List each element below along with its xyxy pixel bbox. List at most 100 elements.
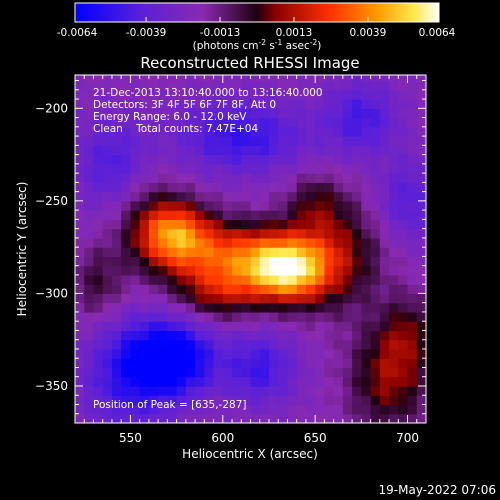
heatmap-cell	[305, 191, 316, 202]
heatmap-cell	[222, 311, 233, 322]
heatmap-cell	[195, 75, 205, 82]
heatmap-cell	[342, 284, 353, 295]
heatmap-cell	[185, 413, 196, 423]
heatmap-cell	[176, 219, 187, 230]
heatmap-cell	[176, 182, 187, 193]
heatmap-cell	[130, 219, 141, 230]
heatmap-cell	[398, 99, 409, 109]
heatmap-cell	[111, 367, 122, 378]
heatmap-cell	[84, 99, 95, 109]
heatmap-cell	[158, 376, 168, 387]
heatmap-cell	[407, 395, 418, 406]
heatmap-cell	[416, 200, 426, 211]
heatmap-cell	[342, 256, 353, 267]
heatmap-cell	[259, 256, 270, 267]
heatmap-cell	[268, 126, 279, 137]
heatmap-cell	[287, 173, 298, 183]
heatmap-cell	[185, 228, 196, 239]
heatmap-cell	[158, 311, 168, 322]
heatmap-cell	[139, 265, 150, 276]
heatmap-cell	[389, 404, 399, 415]
heatmap-cell	[185, 136, 196, 146]
heatmap-cell	[241, 395, 252, 406]
heatmap-cell	[213, 339, 224, 350]
heatmap-cell	[389, 154, 399, 165]
heatmap-cell	[379, 348, 390, 359]
heatmap-cell	[305, 376, 316, 387]
heatmap-cell	[139, 173, 150, 183]
heatmap-cell	[158, 75, 168, 82]
heatmap-cell	[370, 358, 381, 369]
heatmap-cell	[84, 200, 95, 211]
heatmap-cell	[185, 376, 196, 387]
heatmap-cell	[93, 237, 104, 248]
heatmap-cell	[250, 237, 261, 248]
heatmap-cell	[102, 404, 113, 415]
heatmap-cell	[195, 358, 205, 369]
heatmap-cell	[185, 173, 196, 183]
heatmap-cell	[379, 182, 390, 193]
heatmap-cell	[416, 265, 426, 276]
heatmap-cell	[361, 284, 372, 295]
heatmap-cell	[268, 182, 279, 193]
annotation-line-counts: Clean Total counts: 7.47E+04	[93, 123, 258, 135]
heatmap-cell	[130, 358, 141, 369]
heatmap-cell	[75, 154, 85, 165]
y-tick-label: −350	[35, 379, 68, 393]
heatmap-cell	[232, 210, 242, 220]
heatmap-cell	[148, 117, 159, 128]
heatmap-cell	[93, 117, 104, 128]
heatmap-cell	[232, 99, 242, 109]
heatmap-cell	[241, 348, 252, 359]
heatmap-cell	[195, 413, 205, 423]
heatmap-cell	[250, 367, 261, 378]
heatmap-cell	[93, 247, 104, 258]
heatmap-cell	[167, 302, 178, 313]
heatmap-cell	[389, 395, 399, 406]
heatmap-cell	[111, 75, 122, 82]
heatmap-cell	[111, 80, 122, 91]
heatmap-cell	[342, 182, 353, 193]
heatmap-cell	[315, 80, 325, 91]
heatmap-cell	[296, 154, 307, 165]
heatmap-cell	[139, 284, 150, 295]
heatmap-cell	[121, 173, 132, 183]
heatmap-cell	[352, 284, 362, 295]
heatmap-cell	[287, 117, 298, 128]
heatmap-cell	[342, 302, 353, 313]
heatmap-cell	[379, 367, 390, 378]
heatmap-cell	[222, 376, 233, 387]
heatmap-cell	[287, 89, 298, 100]
heatmap-cell	[222, 108, 233, 119]
heatmap-cell	[139, 348, 150, 359]
heatmap-cell	[342, 376, 353, 387]
heatmap-cell	[121, 413, 132, 423]
heatmap-cell	[222, 395, 233, 406]
heatmap-cell	[195, 117, 205, 128]
heatmap-cell	[204, 404, 215, 415]
heatmap-cell	[195, 228, 205, 239]
heatmap-cell	[352, 191, 362, 202]
heatmap-cell	[195, 237, 205, 248]
heatmap-cell	[75, 247, 85, 258]
heatmap-cell	[268, 80, 279, 91]
heatmap-cell	[342, 108, 353, 119]
colorbar-tick-label: -0.0013	[200, 27, 241, 39]
heatmap-cell	[352, 256, 362, 267]
heatmap-cell	[278, 154, 289, 165]
heatmap-cell	[148, 136, 159, 146]
heatmap-cell	[204, 145, 215, 156]
heatmap-cell	[361, 228, 372, 239]
heatmap-cell	[84, 311, 95, 322]
heatmap-cell	[176, 145, 187, 156]
heatmap-cell	[296, 126, 307, 137]
heatmap-cell	[130, 311, 141, 322]
heatmap-cell	[241, 302, 252, 313]
heatmap-cell	[370, 247, 381, 258]
heatmap-cell	[111, 182, 122, 193]
heatmap-cell	[139, 293, 150, 304]
heatmap-cell	[176, 80, 187, 91]
heatmap-cell	[111, 385, 122, 396]
heatmap-cell	[268, 311, 279, 322]
